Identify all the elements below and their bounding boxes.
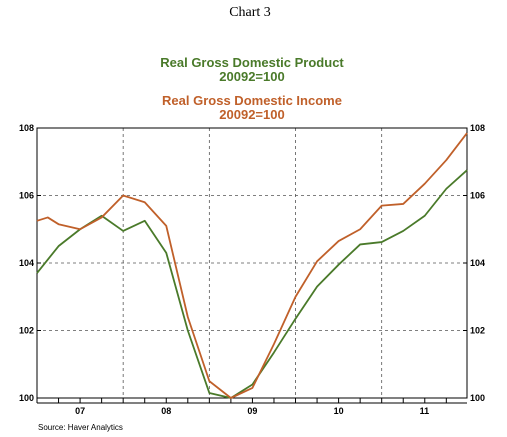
y-tick-label-left: 100 bbox=[19, 393, 34, 403]
y-tick-label-left: 104 bbox=[19, 258, 34, 268]
title-line-gdp-base: 20092=100 bbox=[219, 69, 284, 84]
series-lines bbox=[36, 132, 468, 399]
y-tick-label-right: 106 bbox=[470, 191, 485, 201]
chart-label: Chart 3 bbox=[229, 5, 271, 20]
y-tick-label-left: 108 bbox=[19, 123, 34, 133]
source-note: Source: Haver Analytics bbox=[38, 423, 123, 432]
y-axis-left: 100 102 104 106 108 bbox=[19, 123, 41, 403]
y-tick-label-left: 102 bbox=[19, 326, 34, 336]
x-tick-label: 11 bbox=[420, 406, 430, 416]
y-axis-right: 100 102 104 106 108 bbox=[463, 123, 485, 403]
y-tick-label-right: 100 bbox=[470, 393, 485, 403]
x-axis: 07 08 09 10 11 bbox=[36, 398, 467, 416]
series-line-gdp bbox=[36, 169, 468, 399]
plot-frame bbox=[36, 127, 468, 399]
series-line-gdi bbox=[36, 132, 468, 399]
x-tick-label: 10 bbox=[334, 406, 344, 416]
plot-border bbox=[36, 127, 468, 399]
x-tick-label: 08 bbox=[161, 406, 171, 416]
y-tick-label-right: 108 bbox=[470, 123, 485, 133]
grid-lines bbox=[37, 128, 467, 398]
title-line-gdi-base: 20092=100 bbox=[219, 107, 284, 122]
x-tick-label: 09 bbox=[247, 406, 257, 416]
y-tick-label-right: 104 bbox=[470, 258, 485, 268]
title-line-gdi: Real Gross Domestic Income bbox=[162, 93, 342, 108]
x-tick-label: 07 bbox=[75, 406, 85, 416]
title-line-gdp: Real Gross Domestic Product bbox=[160, 55, 344, 70]
y-tick-label-left: 106 bbox=[19, 191, 34, 201]
chart-title: Real Gross Domestic Product 20092=100 Re… bbox=[160, 55, 344, 122]
y-tick-label-right: 102 bbox=[470, 326, 485, 336]
